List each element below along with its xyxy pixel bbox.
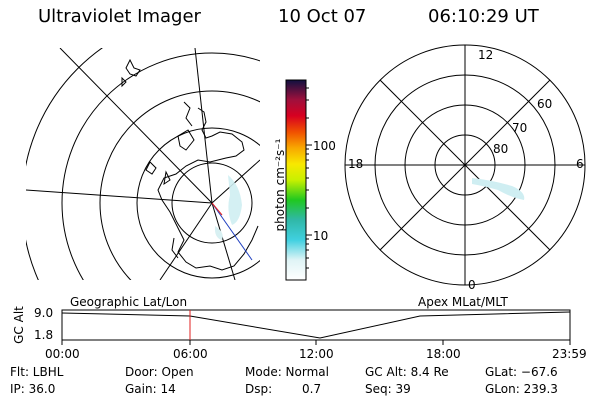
dsp-label: Dsp: [245, 382, 273, 396]
clock-label-left: 18 [348, 157, 364, 171]
gc-alt-label: GC Alt: 8.4 Re [365, 365, 449, 379]
timeline-x-tick-0600: 06:00 [173, 347, 208, 361]
colorbar-tick-100: 100 [313, 139, 336, 153]
timeline-y-tick-top: 9.0 [34, 306, 54, 320]
glat-label: GLat: −67.6 [485, 365, 558, 379]
gain-label: Gain: 14 [125, 382, 176, 396]
aurora-oval [472, 178, 525, 200]
filter-label: Flt: LBHL [10, 365, 64, 379]
dsp-value: 0.7 [302, 382, 322, 396]
door-label: Door: Open [125, 365, 194, 379]
geographic-map [26, 48, 260, 280]
page-title: Ultraviolet Imager [38, 6, 201, 27]
timeline-left-title: Geographic Lat/Lon [70, 295, 188, 309]
colorbar-unit-label: photon cm⁻²s⁻¹ [273, 138, 287, 232]
clock-label-top: 12 [478, 48, 494, 62]
clock-label-right: 6 [576, 157, 584, 171]
timeline-y-label: GC Alt [12, 306, 26, 344]
seq-label: Seq: 39 [365, 382, 411, 396]
ip-label: IP: 36.0 [10, 382, 56, 396]
timeline-x-tick-1200: 12:00 [299, 347, 334, 361]
lat-label-70: 70 [512, 121, 528, 135]
mode-label: Mode: Normal [245, 365, 329, 379]
time-label: 06:10:29 UT [428, 6, 539, 27]
timeline-x-tick-2359: 23:59 [552, 347, 587, 361]
timeline-x-tick-1800: 18:00 [426, 347, 461, 361]
lat-label-60: 60 [537, 97, 553, 111]
colorbar [285, 79, 312, 281]
colorbar-tick-10: 10 [313, 229, 329, 243]
timeline-right-title: Apex MLat/MLT [418, 295, 508, 309]
altitude-timeline [61, 309, 571, 345]
timeline-x-tick-0000: 00:00 [45, 347, 80, 361]
lat-label-80: 80 [493, 142, 509, 156]
clock-label-bottom: 0 [468, 278, 476, 292]
timeline-y-tick-bottom: 1.8 [34, 328, 54, 342]
date-label: 10 Oct 07 [278, 6, 367, 27]
glon-label: GLon: 239.3 [485, 382, 558, 396]
polar-plot [344, 44, 586, 286]
